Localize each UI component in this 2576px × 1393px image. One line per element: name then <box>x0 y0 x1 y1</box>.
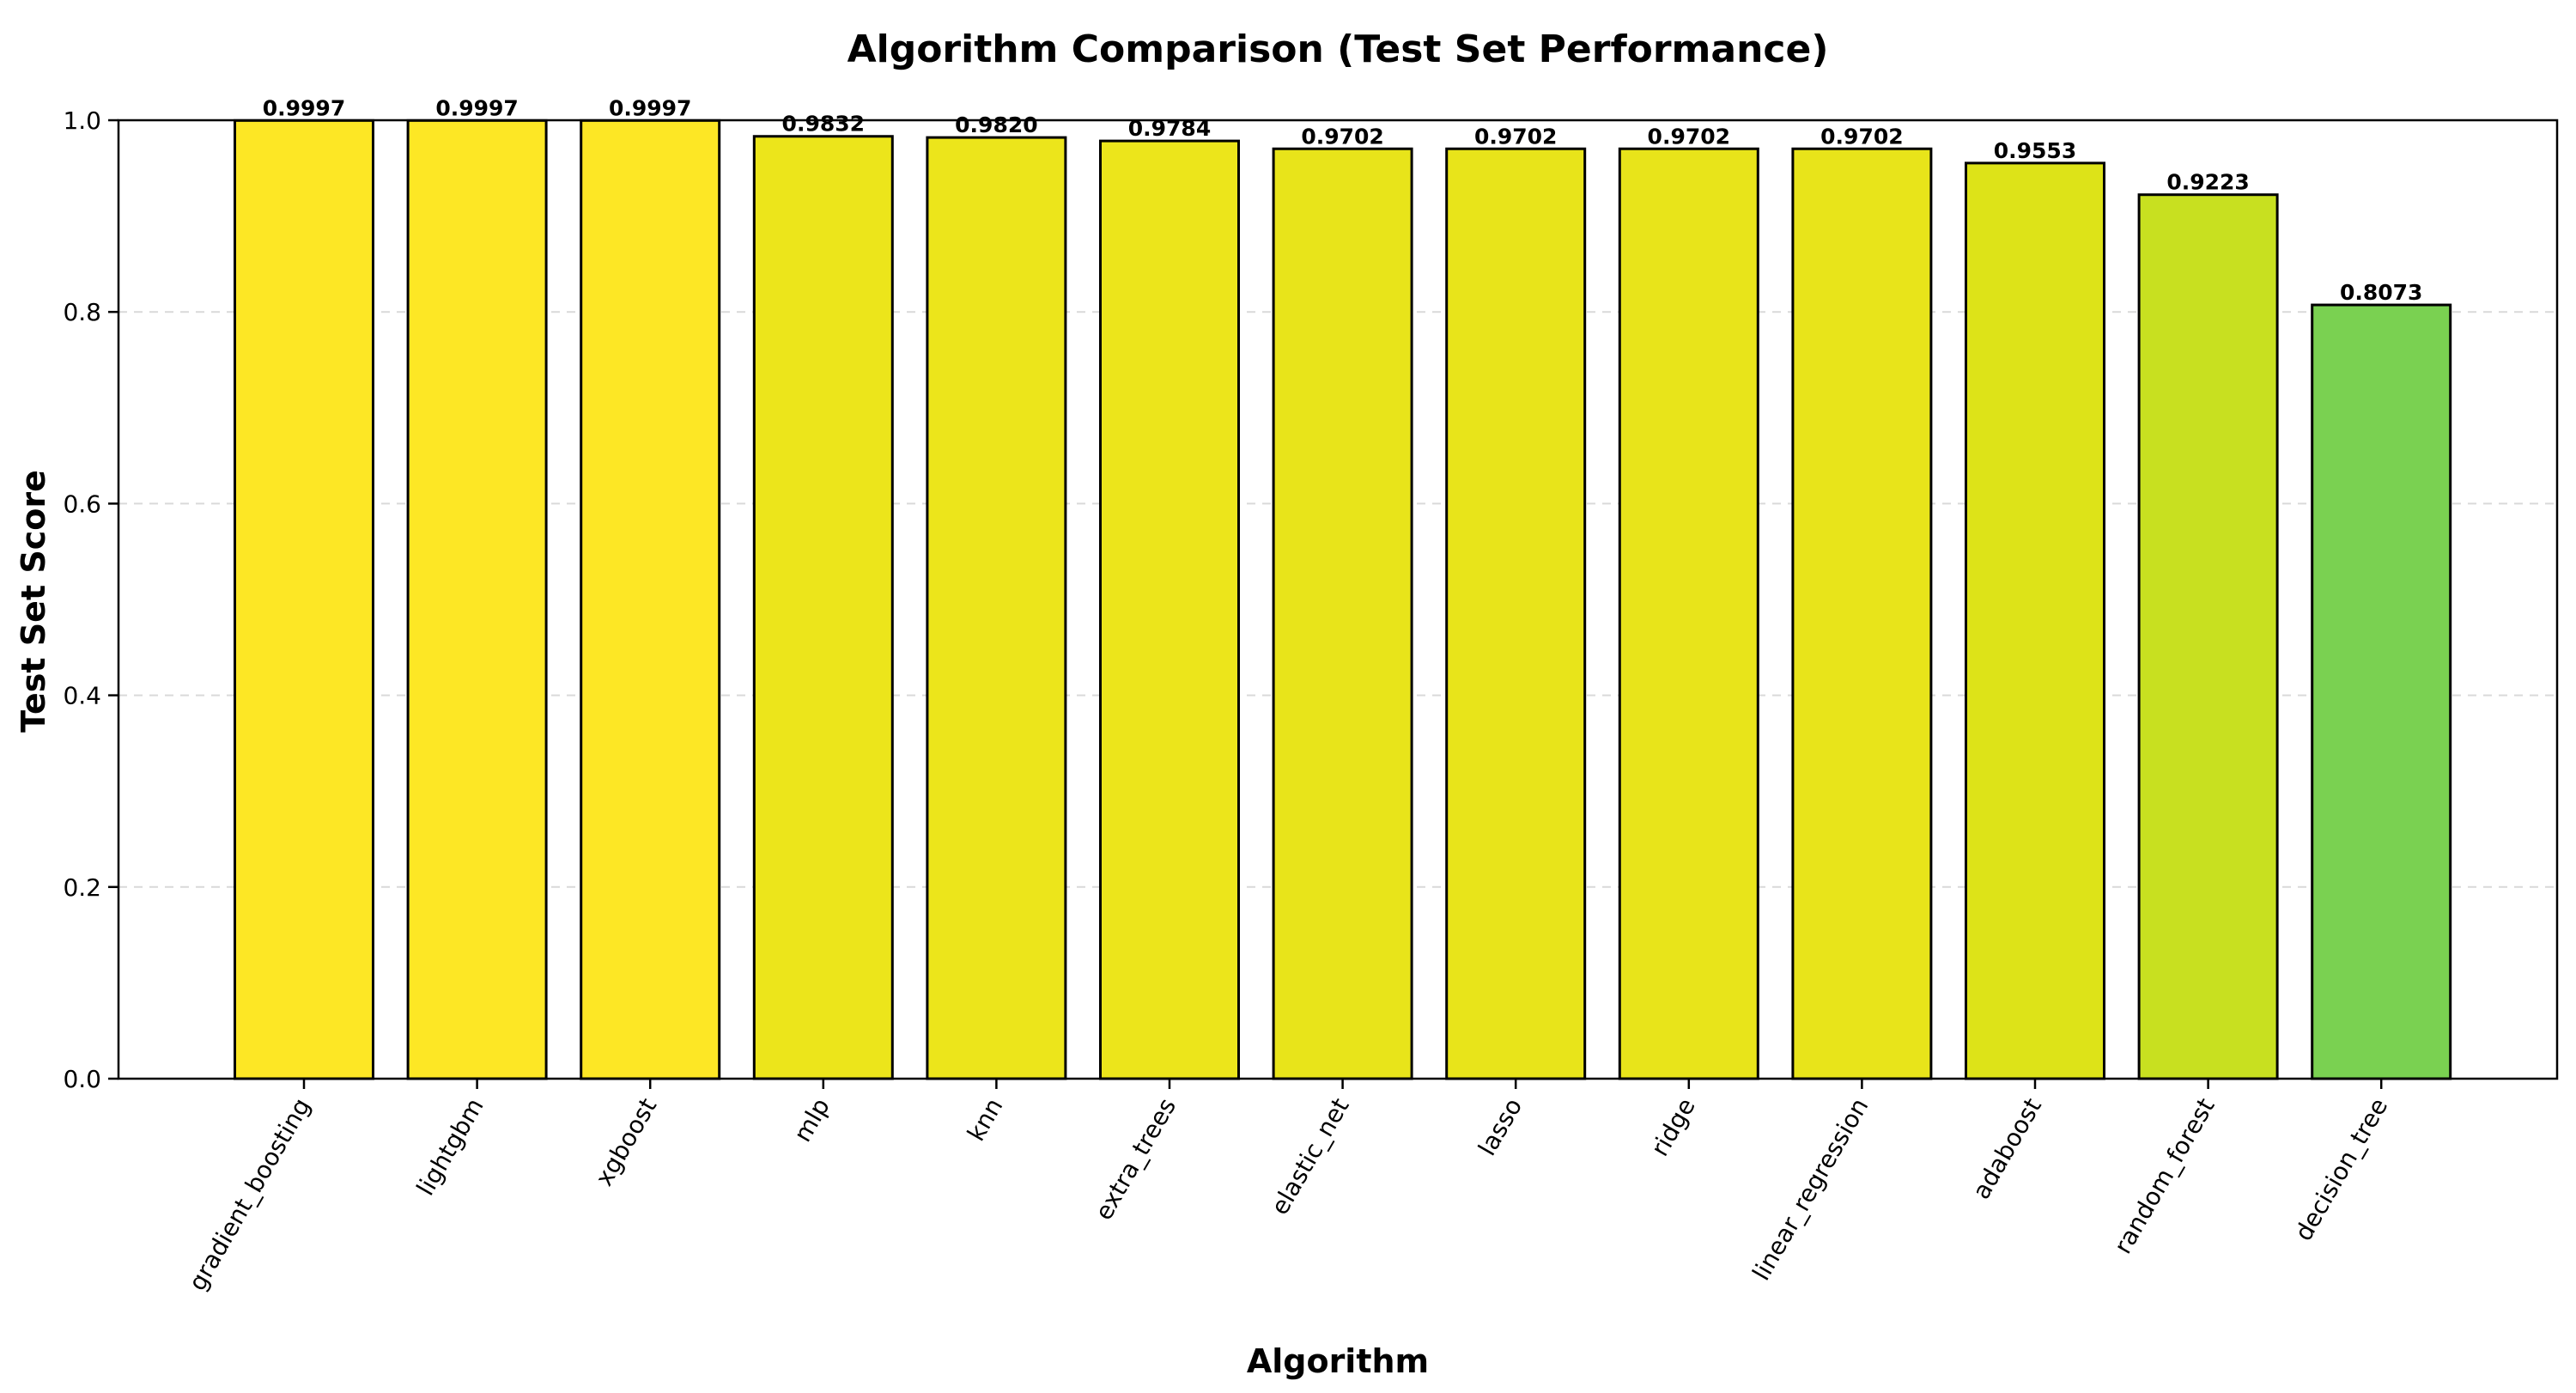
bar <box>2137 193 2279 1080</box>
bar-value-label: 0.8073 <box>2340 280 2422 305</box>
y-tick-label: 0.6 <box>63 490 101 518</box>
y-axis-label: Test Set Score <box>15 470 52 733</box>
bar-value-label: 0.9553 <box>1994 138 2076 163</box>
bar-value-label: 0.9702 <box>1301 124 1383 149</box>
bar-value-label: 0.9997 <box>609 95 691 120</box>
plot-frame <box>117 119 2559 1080</box>
y-axis: 0.0 0.2 0.4 0.6 0.8 1.0 <box>63 106 118 1093</box>
bars <box>234 119 2452 1080</box>
y-tick-label: 0.4 <box>63 682 101 710</box>
bar <box>1099 139 1240 1080</box>
y-tick-label: 0.0 <box>63 1065 101 1093</box>
chart-title: Algorithm Comparison (Test Set Performan… <box>848 27 1829 71</box>
y-tick-label: 0.8 <box>63 298 101 326</box>
bar <box>926 136 1067 1080</box>
bar <box>1791 147 1933 1080</box>
x-axis-label: Algorithm <box>1247 1342 1429 1380</box>
bar <box>1965 161 2105 1080</box>
y-tick-label: 0.2 <box>63 873 101 902</box>
bar-value-label: 0.9820 <box>955 113 1037 137</box>
bar <box>752 135 894 1080</box>
bar-value-label: 0.9702 <box>1474 124 1557 149</box>
bar <box>406 119 548 1080</box>
bar-value-label: 0.9223 <box>2166 170 2249 195</box>
bar <box>1272 147 1413 1080</box>
bar <box>2311 303 2452 1080</box>
bar <box>580 119 721 1080</box>
bar-value-label: 0.9702 <box>1648 124 1730 149</box>
bar-value-label: 0.9832 <box>782 112 865 137</box>
y-tick-label: 1.0 <box>63 106 101 135</box>
bar <box>1445 147 1587 1080</box>
bar <box>1618 147 1759 1080</box>
bar-value-label: 0.9997 <box>435 95 518 120</box>
bar-value-label: 0.9997 <box>263 95 345 120</box>
bar <box>234 119 374 1080</box>
bar-value-label: 0.9702 <box>1820 124 1903 149</box>
